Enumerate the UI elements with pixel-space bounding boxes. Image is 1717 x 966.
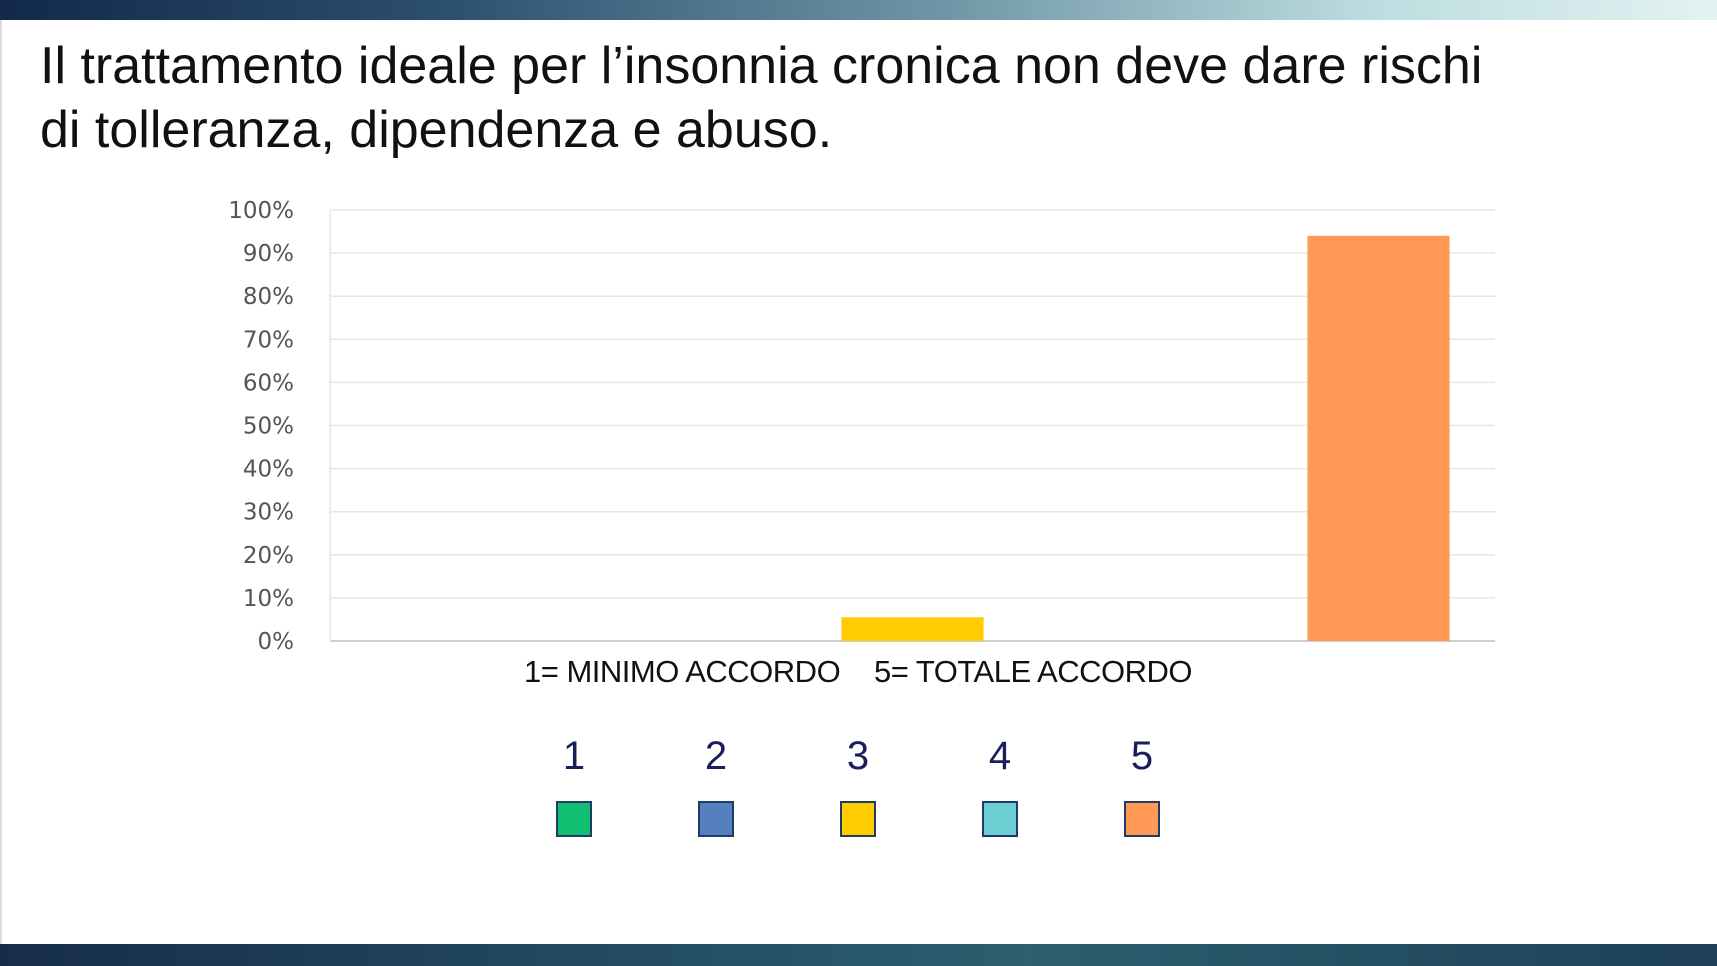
bar-3 <box>841 617 984 641</box>
y-tick-label: 40% <box>243 457 294 483</box>
y-tick-label: 0% <box>258 629 295 655</box>
agreement-scale-caption: 1= MINIMO ACCORDO 5= TOTALE ACCORDO <box>0 654 1717 694</box>
legend-label-1: 1 <box>562 734 586 778</box>
legend-swatch-4 <box>982 801 1018 837</box>
legend-swatch-1 <box>556 801 592 837</box>
legend-item-4: 4 <box>950 733 1050 837</box>
y-tick-label: 90% <box>243 241 294 267</box>
legend-item-2: 2 <box>666 733 766 837</box>
y-tick-label: 20% <box>243 543 294 569</box>
legend-swatch-2 <box>698 801 734 837</box>
legend-item-5: 5 <box>1092 733 1192 837</box>
slide-title-line-2: di tolleranza, dipendenza e abuso. <box>40 101 833 159</box>
slide-title: Il trattamento ideale per l’insonnia cro… <box>40 34 1600 162</box>
y-tick-label: 10% <box>243 586 294 612</box>
bar-5 <box>1307 235 1450 642</box>
legend-item-3: 3 <box>808 733 908 837</box>
scale-min-label: 1= MINIMO ACCORDO <box>524 654 841 689</box>
legend-label-5: 5 <box>1130 734 1154 778</box>
y-tick-label: 70% <box>243 327 294 353</box>
bar-chart: 0% 10% 20% 30% 40% 50% 60% 70% 80% 90% 100% <box>228 198 1495 655</box>
y-tick-label: 100% <box>228 198 294 224</box>
y-tick-label: 80% <box>243 284 294 310</box>
legend-label-4: 4 <box>988 734 1012 778</box>
legend-label-3: 3 <box>846 734 870 778</box>
y-tick-label: 60% <box>243 370 294 396</box>
bottom-decorative-bar <box>0 944 1717 966</box>
legend-swatch-3 <box>840 801 876 837</box>
legend-swatch-5 <box>1124 801 1160 837</box>
y-tick-label: 50% <box>243 414 294 440</box>
scale-max-label: 5= TOTALE ACCORDO <box>874 654 1192 689</box>
slide-left-edge <box>0 20 2 944</box>
slide-title-line-1: Il trattamento ideale per l’insonnia cro… <box>40 37 1483 95</box>
top-decorative-bar <box>0 0 1717 20</box>
y-tick-label: 30% <box>243 500 294 526</box>
legend-item-1: 1 <box>524 733 624 837</box>
legend-label-2: 2 <box>704 734 728 778</box>
